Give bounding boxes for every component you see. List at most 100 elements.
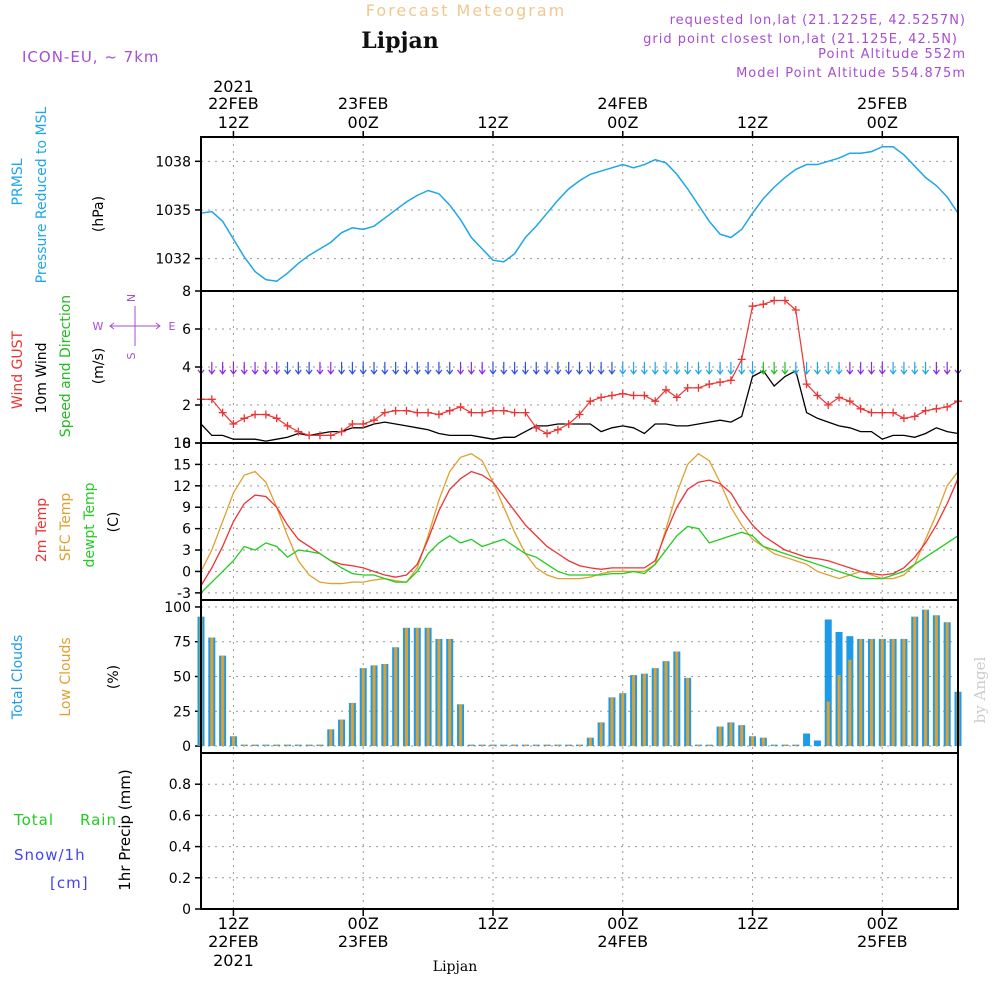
wind-direction-arrow [554, 361, 562, 375]
low-clouds-bar [231, 736, 235, 747]
low-clouds-bar [459, 704, 463, 747]
wind-direction-arrow [305, 361, 313, 375]
gust-marker [445, 406, 454, 415]
requested-coordinates: requested lon,lat (21.1225E, 42.5257N) [670, 13, 966, 28]
low-clouds-bar [264, 744, 268, 747]
bottom-date-label: 24FEB [597, 932, 648, 951]
gust-marker [240, 414, 249, 423]
wind-direction-arrow [327, 361, 335, 375]
low-clouds-bar [945, 622, 949, 747]
wind-direction-arrow [716, 361, 724, 375]
wind-direction-arrow [457, 361, 465, 375]
clouds-unit: (%) [106, 665, 122, 689]
low-clouds-bar [275, 744, 279, 747]
gust-marker [413, 408, 422, 417]
low-clouds-bar [318, 744, 322, 747]
gust-marker [543, 429, 552, 438]
wind-direction-arrow [478, 361, 486, 375]
wind-direction-arrow [640, 361, 648, 375]
gust-marker [791, 306, 800, 314]
y-tick-label: 6 [182, 322, 191, 338]
clouds-label-b: Low Clouds [58, 637, 74, 716]
pressure-label-a: PRMSL [10, 158, 26, 205]
wind-direction-arrow [424, 361, 432, 375]
gust-marker [748, 302, 757, 311]
wind-label-b: 10m Wind [34, 342, 50, 413]
gust-marker [272, 414, 281, 423]
y-tick-label: 0.2 [169, 871, 191, 887]
wind-direction-arrow [662, 361, 670, 375]
low-clouds-bar [578, 744, 581, 747]
low-clouds-bar [210, 637, 214, 747]
panel-wind: 0 2 4 6 8 [182, 284, 962, 452]
low-clouds-bar [880, 638, 884, 747]
y-tick-label: 1035 [155, 203, 191, 219]
top-date-label: 24FEB [597, 94, 648, 113]
bottom-date-label: 22FEB [208, 932, 259, 951]
gust-marker [564, 420, 573, 428]
gust-marker [434, 410, 443, 419]
wind-direction-arrow [781, 361, 789, 375]
gust-marker [662, 385, 671, 394]
wind-direction-arrow [586, 361, 594, 375]
gust-marker [478, 408, 487, 417]
low-clouds-bar [891, 638, 895, 747]
wind-direction-arrow [835, 361, 843, 375]
y-tick-label: 0 [182, 902, 191, 918]
bottom-hour-label: 00Z [348, 914, 379, 933]
gust-marker [521, 408, 530, 417]
compass-north: N [125, 294, 138, 302]
grid-point-coordinates: grid point closest lon,lat (21.125E, 42.… [643, 32, 958, 47]
wind-direction-arrow [489, 361, 497, 375]
wind-direction-arrow [889, 361, 897, 375]
low-clouds-bar [696, 744, 700, 747]
low-clouds-bar [286, 744, 290, 747]
low-clouds-bar [632, 675, 636, 747]
gust-marker [305, 431, 314, 440]
top-date-label: 23FEB [338, 94, 389, 113]
wind-direction-arrow [630, 361, 638, 375]
gust-marker [251, 410, 260, 419]
gust-marker [672, 393, 681, 402]
compass-south: S [125, 352, 138, 359]
model-point-altitude: Model Point Altitude 554.875m [736, 66, 966, 81]
gust-marker [770, 296, 779, 305]
y-tick-label: 4 [182, 360, 191, 376]
wind-direction-arrow [813, 361, 821, 375]
low-clouds-bar [469, 744, 473, 747]
wind-direction-arrow [543, 361, 551, 375]
y-tick-label: 75 [173, 635, 191, 651]
bottom-hour-label: 12Z [218, 914, 249, 933]
gust-marker [910, 412, 919, 421]
low-clouds-bar [588, 737, 592, 747]
low-clouds-bar [740, 725, 744, 747]
model-label: ICON-EU, ~ 7km [22, 48, 160, 66]
wind-direction-arrow [932, 361, 940, 375]
low-clouds-bar [480, 744, 484, 747]
top-hour-label: 00Z [607, 113, 638, 132]
wind-direction-arrow [402, 361, 410, 375]
top-date-label: 25FEB [857, 94, 908, 113]
low-clouds-bar [253, 744, 257, 747]
y-tick-label: 2 [182, 398, 191, 414]
low-clouds-bar [372, 665, 376, 747]
wind-direction-arrow [759, 361, 767, 375]
panels: 10321035103802468-3036912151802550751000… [155, 136, 962, 918]
y-tick-label: -3 [177, 586, 191, 602]
wind-direction-arrow [943, 361, 951, 375]
wind-direction-arrow [565, 361, 573, 375]
gust-marker [683, 383, 692, 392]
gust-marker [607, 391, 616, 400]
gust-marker [618, 389, 627, 398]
y-tick-label: 9 [182, 500, 191, 516]
precip-unit: 1hr Precip (mm) [116, 769, 134, 890]
gust-marker [867, 408, 876, 417]
low-clouds-bar [642, 673, 646, 747]
low-clouds-bar [653, 668, 657, 747]
y-tick-label: 6 [182, 522, 191, 538]
wind-direction-arrow [651, 361, 659, 375]
precip-label-total: Total [13, 811, 54, 829]
precip-label-rain: Rain [80, 811, 117, 829]
gust-marker [207, 395, 216, 404]
